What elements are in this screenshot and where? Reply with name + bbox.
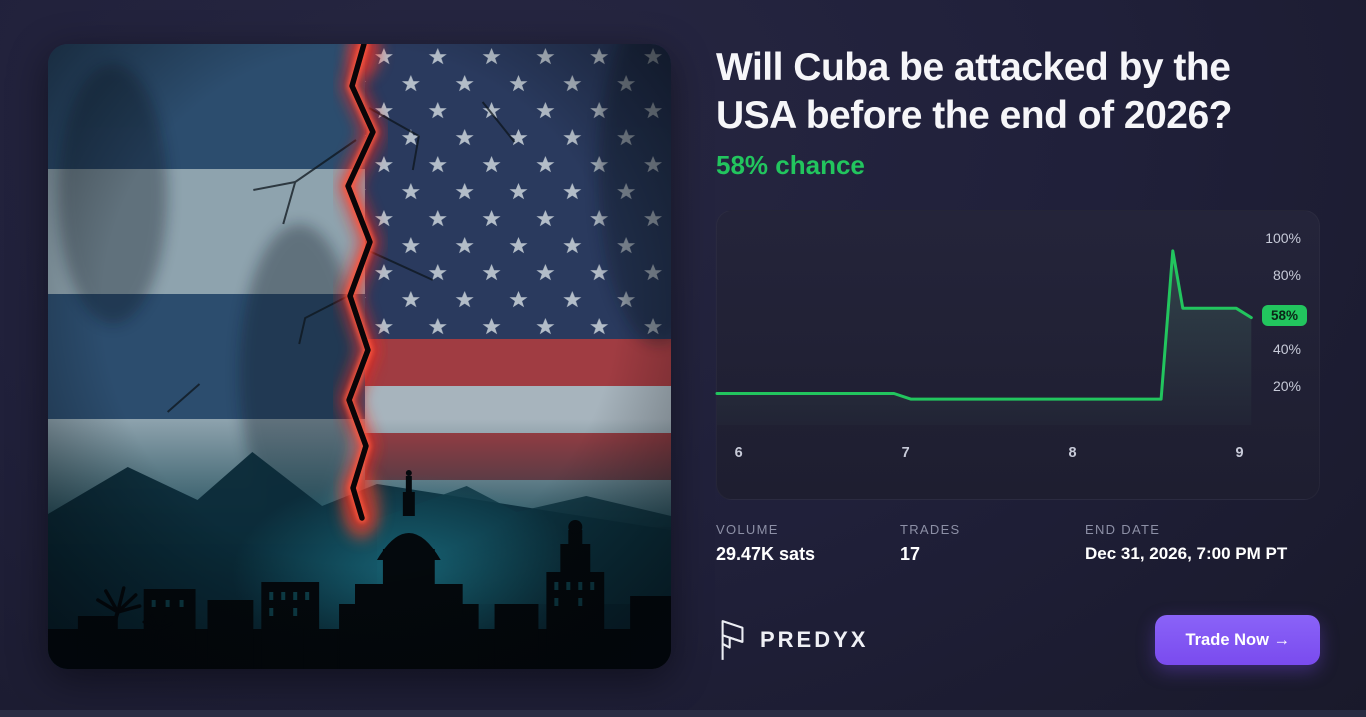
market-title: Will Cuba be attacked by the USA before …	[716, 46, 1233, 138]
predyx-logo-text: PREDYX	[760, 627, 869, 652]
chart-x-tick: 6	[734, 445, 743, 461]
predyx-logo-icon	[721, 620, 744, 660]
price-chart[interactable]	[715, 225, 1273, 425]
chart-y-tick: 20%	[1272, 377, 1301, 394]
chart-x-tick: 9	[1235, 445, 1244, 461]
stat-value: 17	[900, 544, 921, 564]
chart-area-fill	[717, 250, 1252, 425]
market-artwork	[48, 44, 671, 669]
chance-label: 58% chance	[716, 150, 865, 180]
chart-x-tick: 7	[901, 445, 910, 461]
chart-y-tick: 80%	[1272, 266, 1301, 283]
stat-volume: VOLUME 29.47K sats	[716, 522, 900, 565]
chart-line	[715, 249, 1253, 401]
stat-label: TRADES	[900, 522, 961, 537]
stat-label: END DATE	[1085, 522, 1161, 537]
stat-value: 29.47K sats	[716, 544, 816, 564]
bottom-strip	[0, 710, 1366, 717]
stat-end-date: END DATE Dec 31, 2026, 7:00 PM PT	[1085, 522, 1287, 565]
card-footer: PREDYX Trade Now →	[716, 610, 1320, 670]
market-artwork-svg	[48, 44, 671, 669]
stat-value: Dec 31, 2026, 7:00 PM PT	[1085, 544, 1288, 563]
chart-y-tick: 40%	[1272, 340, 1301, 357]
stat-label: VOLUME	[716, 522, 779, 537]
predyx-logo[interactable]: PREDYX	[716, 616, 868, 664]
chart-x-tick: 8	[1068, 445, 1077, 461]
market-stats: VOLUME 29.47K sats TRADES 17 END DATE De…	[716, 522, 1287, 565]
vignette	[48, 44, 671, 669]
trade-now-button[interactable]: Trade Now →	[1155, 615, 1320, 665]
stat-trades: TRADES 17	[900, 522, 1085, 565]
